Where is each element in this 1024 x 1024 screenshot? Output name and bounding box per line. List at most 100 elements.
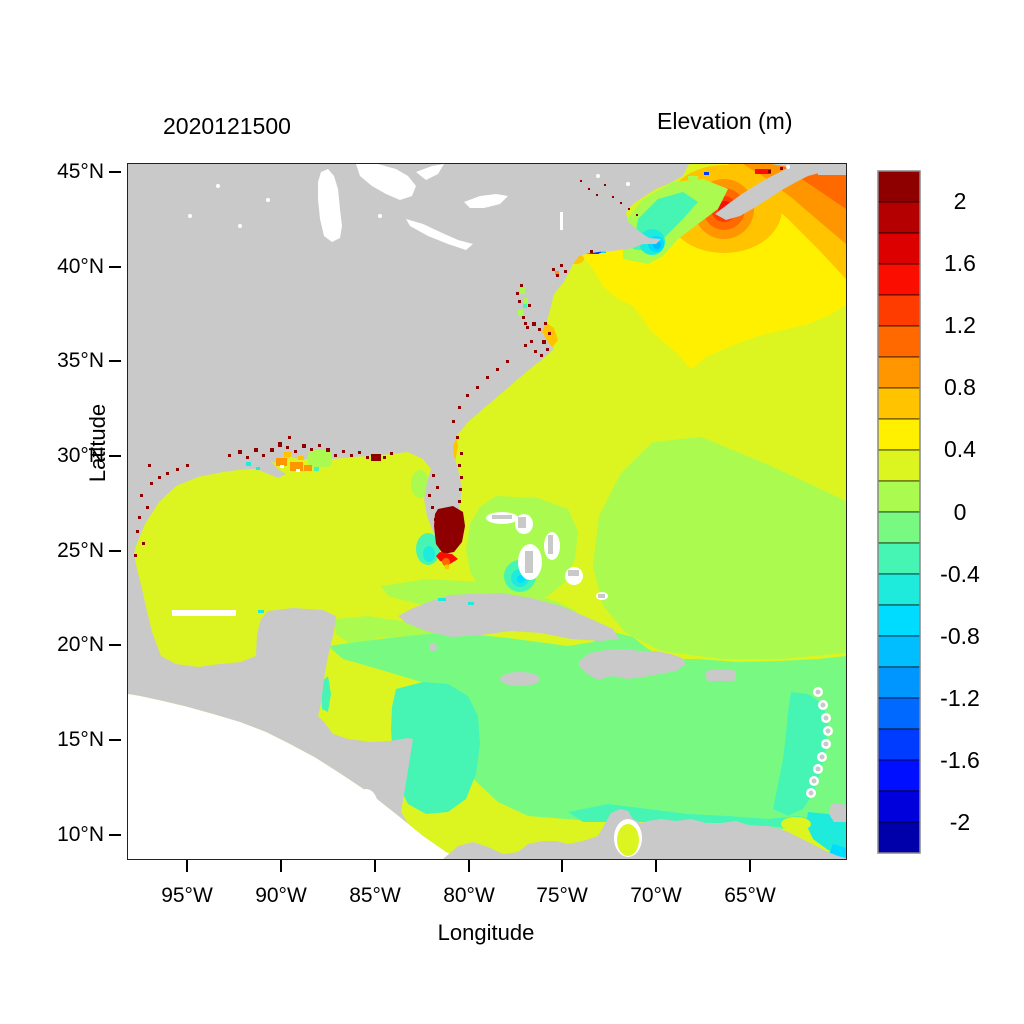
colorbar-swatch [877, 232, 921, 265]
colorbar-tick-label: -2 [949, 809, 971, 835]
colorbar-tick-label: 1.6 [944, 250, 976, 276]
fundy-blue-dot [704, 172, 709, 175]
apalachicola-red-patch [371, 454, 381, 461]
land-hispaniola [579, 649, 686, 680]
colorbar-swatch [877, 449, 921, 482]
colorbar-title: Elevation (m) [657, 108, 793, 134]
y-tick-label: 10°N [57, 823, 104, 846]
colorbar-swatch [877, 604, 921, 637]
louisiana-delta-patches [246, 450, 332, 472]
minas-basin-red [755, 169, 771, 174]
x-tick [749, 860, 751, 872]
y-tick [109, 739, 121, 741]
colorbar-tick-label: -0.4 [940, 561, 980, 587]
land-trinidad [829, 804, 846, 822]
y-tick [109, 644, 121, 646]
x-tick-label: 95°W [161, 884, 213, 907]
x-tick-label: 70°W [630, 884, 682, 907]
colorbar-swatch [877, 542, 921, 575]
land-isle-of-youth [429, 643, 437, 651]
colorbar-swatch [877, 728, 921, 761]
coastal-high-speckles [134, 167, 783, 557]
y-tick-label: 15°N [57, 728, 104, 751]
colorbar-swatch [877, 325, 921, 358]
y-tick [109, 360, 121, 362]
timestamp-title: 2020121500 [163, 113, 291, 139]
x-tick-label: 80°W [443, 884, 495, 907]
colorbar [877, 170, 923, 862]
terminos-lagoon [172, 610, 236, 616]
colorbar-swatch [877, 697, 921, 730]
colorbar-tick-label: 2 [953, 188, 967, 214]
colorbar-swatch [877, 294, 921, 327]
belize-aquamarine-strip [321, 676, 331, 712]
x-tick [280, 860, 282, 872]
colorbar-tick-label: -0.8 [940, 623, 980, 649]
fundy-green-sliver [688, 176, 698, 180]
bahamas-islands [492, 515, 605, 598]
x-tick-label: 65°W [724, 884, 776, 907]
colorbar-tick-label: -1.2 [940, 685, 980, 711]
colorbar-swatch [877, 635, 921, 668]
orinoco-yellow-patch [781, 817, 811, 831]
florida-bay-lows [411, 470, 440, 565]
colorbar-tick-label: 0.8 [944, 374, 976, 400]
colorbar-swatch [877, 759, 921, 792]
region-light-green-cayman [334, 616, 458, 646]
colorbar-tick-label: 1.2 [944, 312, 976, 338]
region-deep-orange-corner [776, 164, 846, 209]
elevation-map [128, 164, 846, 859]
chesapeake-speckles [518, 271, 559, 316]
x-tick-label: 75°W [536, 884, 588, 907]
y-tick-label: 30°N [57, 444, 104, 467]
region-spring-green-caribbean [328, 632, 846, 829]
land-puerto-rico [706, 670, 736, 681]
x-tick-label: 90°W [255, 884, 307, 907]
land-jamaica [500, 672, 540, 686]
colorbar-swatch [877, 666, 921, 699]
colorbar-swatch [877, 387, 921, 420]
colorbar-tick-label: -1.6 [940, 747, 980, 773]
map-plot-area [127, 163, 847, 860]
colorbar-swatch [877, 480, 921, 513]
colorbar-frame [877, 170, 921, 854]
cuba-coast-cyan-slivers [258, 598, 474, 613]
gulf-of-paria-turquoise [806, 812, 846, 854]
south-florida-flood [434, 506, 465, 570]
colorbar-swatch [877, 263, 921, 296]
x-tick [186, 860, 188, 872]
x-tick [468, 860, 470, 872]
y-tick [109, 266, 121, 268]
y-tick-label: 20°N [57, 633, 104, 656]
y-tick [109, 834, 121, 836]
y-tick-label: 25°N [57, 539, 104, 562]
colorbar-swatch [877, 201, 921, 234]
colorbar-swatch [877, 790, 921, 823]
colorbar-tick-label: 0.4 [944, 436, 976, 462]
land-nova-scotia [715, 164, 828, 220]
y-tick-label: 45°N [57, 160, 104, 183]
y-tick-label: 35°N [57, 349, 104, 372]
colorbar-swatch [877, 418, 921, 451]
x-tick [561, 860, 563, 872]
land-north-america [128, 164, 689, 859]
lesser-antilles-islands [808, 689, 831, 796]
y-tick [109, 550, 121, 552]
colorbar-swatch [877, 821, 921, 854]
land-cuba [398, 593, 619, 641]
colorbar-swatch [877, 511, 921, 544]
y-axis-title: Latitude [85, 403, 110, 483]
colorbar-swatch [877, 573, 921, 606]
colorbar-swatch [877, 170, 921, 203]
great-lakes [188, 164, 790, 250]
y-tick-label: 40°N [57, 255, 104, 278]
colorbar-tick-label: 0 [953, 499, 967, 525]
lake-maracaibo [614, 819, 642, 857]
x-axis-title: Longitude [437, 920, 535, 945]
outside-domain-pacific [128, 694, 461, 859]
land-pei [818, 170, 846, 175]
x-tick-label: 85°W [349, 884, 401, 907]
land-south-america [443, 809, 846, 859]
lake-nicaragua [354, 789, 378, 823]
